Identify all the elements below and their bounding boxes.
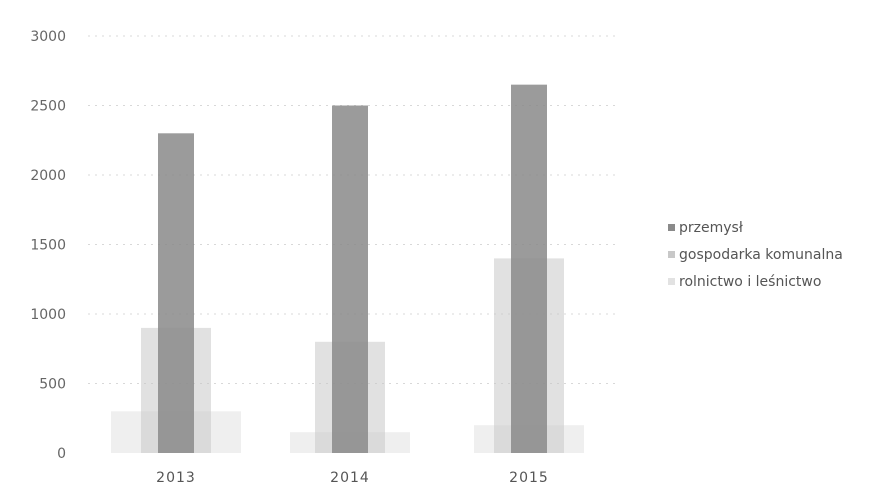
- x-tick-label-2014: 2014: [330, 470, 370, 486]
- x-tick-label-2015: 2015: [509, 470, 549, 486]
- legend-item-gospodarka-komunalna: gospodarka komunalna: [668, 241, 843, 268]
- y-tick-label-0: 0: [57, 446, 66, 462]
- bar-przemysł-2014: [332, 105, 368, 453]
- legend-label-przemysl: przemysł: [679, 219, 743, 236]
- legend-label-rolnictwo-i-lesnictwo: rolnictwo i leśnictwo: [679, 273, 822, 290]
- bar-przemysł-2015: [511, 84, 547, 454]
- bar-przemysł-2013: [158, 133, 194, 454]
- y-tick-label-3000: 3000: [30, 29, 66, 45]
- y-tick-label-1500: 1500: [30, 238, 66, 254]
- legend-item-przemysl: przemysł: [668, 214, 843, 241]
- legend-swatch-gospodarka-komunalna: [668, 251, 675, 258]
- legend: przemysł gospodarka komunalna rolnictwo …: [668, 214, 843, 295]
- y-tick-label-2500: 2500: [30, 99, 66, 115]
- x-tick-label-2013: 2013: [156, 470, 196, 486]
- y-tick-label-2000: 2000: [30, 168, 66, 184]
- legend-swatch-przemysl: [668, 224, 675, 231]
- y-tick-label-500: 500: [39, 377, 66, 393]
- legend-label-gospodarka-komunalna: gospodarka komunalna: [679, 246, 843, 263]
- legend-swatch-rolnictwo-i-lesnictwo: [668, 278, 675, 285]
- y-tick-label-1000: 1000: [30, 307, 66, 323]
- legend-item-rolnictwo-i-lesnictwo: rolnictwo i leśnictwo: [668, 268, 843, 295]
